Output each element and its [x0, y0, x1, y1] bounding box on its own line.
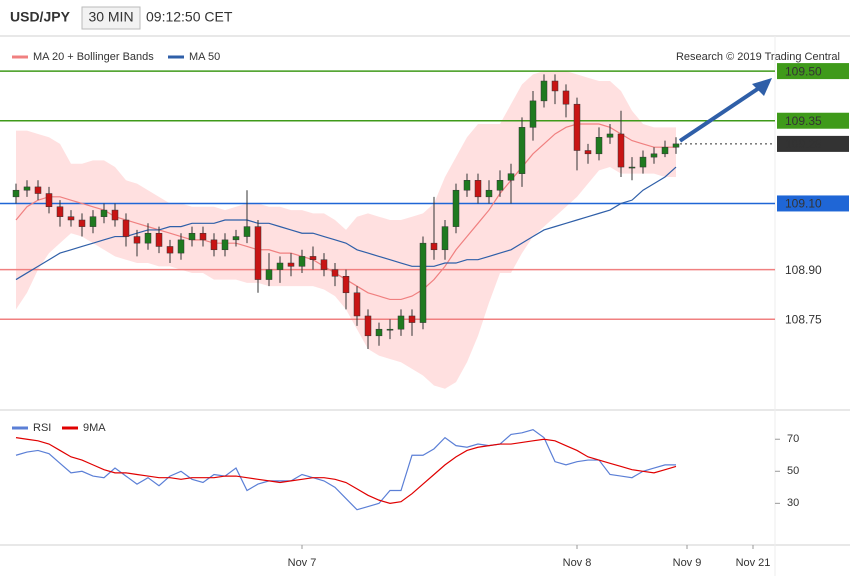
level-label: 108.75 — [785, 312, 822, 326]
candle-body — [309, 256, 317, 260]
candle-body — [166, 246, 174, 254]
level-label: 109.28 — [785, 137, 822, 151]
candle-body — [199, 232, 207, 241]
candle-body — [67, 216, 75, 221]
candle-body — [661, 146, 669, 155]
candle-body — [485, 189, 493, 198]
candle-body — [210, 239, 218, 251]
candle-body — [177, 239, 185, 254]
candle-body — [617, 133, 625, 168]
candle-body — [386, 328, 394, 331]
series-line — [15, 428, 676, 511]
candle-body — [232, 236, 240, 241]
candle-body — [133, 236, 141, 244]
candle-body — [452, 189, 460, 227]
level-box — [777, 63, 849, 80]
candle-body — [144, 232, 152, 244]
level-box — [777, 135, 849, 152]
x-tick-label: Nov 7 — [288, 557, 317, 569]
candle-body — [397, 315, 405, 330]
candle-body — [518, 127, 526, 174]
candle-body — [188, 232, 196, 241]
level-box — [777, 195, 849, 212]
candle-body — [298, 256, 306, 267]
interval: 30 MIN — [88, 9, 133, 25]
candle-body — [430, 242, 438, 251]
candle-body — [122, 219, 130, 237]
bollinger-band — [16, 71, 676, 389]
candle-body — [650, 153, 658, 158]
y-tick-label: 30 — [787, 497, 799, 509]
series-line — [15, 437, 677, 504]
candle-body — [529, 100, 537, 128]
level-label: 108.90 — [785, 263, 822, 277]
level-label: 109.35 — [785, 114, 822, 128]
candle-body — [78, 219, 86, 227]
annotation: Research © 2019 Trading Central — [676, 51, 840, 63]
candle-body — [342, 276, 350, 294]
candle-body — [320, 259, 328, 270]
candle-body — [441, 226, 449, 251]
candle-body — [353, 292, 361, 317]
candle-body — [639, 156, 647, 168]
time: 09:12:50 CET — [146, 9, 233, 25]
candle-body — [474, 180, 482, 198]
candle-body — [23, 186, 31, 191]
legend-label: RSI — [33, 422, 51, 434]
candle-body — [12, 189, 20, 198]
candle-body — [628, 166, 636, 169]
level-label: 109.50 — [785, 64, 822, 78]
legend-label: 9MA — [83, 422, 106, 434]
candle-body — [254, 226, 262, 280]
candle-body — [287, 262, 295, 267]
x-tick-label: Nov 9 — [673, 557, 702, 569]
y-tick-label: 70 — [787, 433, 799, 445]
candle-body — [89, 216, 97, 227]
candle-body — [100, 209, 108, 217]
candle-body — [243, 226, 251, 237]
candle-body — [562, 90, 570, 105]
candle-body — [276, 262, 284, 270]
candle-body — [540, 80, 548, 102]
level-label: 109.10 — [785, 197, 822, 211]
candle-body — [408, 315, 416, 323]
candle-body — [419, 242, 427, 323]
x-tick-label: Nov 21 — [736, 557, 771, 569]
target-arrow — [678, 84, 764, 143]
candle-body — [595, 137, 603, 155]
candle-body — [672, 143, 680, 148]
candle-body — [507, 173, 515, 181]
candle-body — [56, 206, 64, 217]
candle-body — [111, 209, 119, 221]
candle-body — [573, 103, 581, 151]
candle-body — [364, 315, 372, 337]
candle-body — [551, 80, 559, 92]
arrow-head — [752, 78, 772, 96]
candle-body — [331, 269, 339, 277]
candle-body — [496, 180, 504, 191]
candle-body — [45, 193, 53, 208]
candle-body — [265, 269, 273, 280]
legend-label: MA 50 — [189, 51, 220, 63]
candle-body — [221, 239, 229, 251]
candle-body — [606, 133, 614, 138]
symbol: USD/JPY — [10, 9, 71, 25]
candle-body — [375, 328, 383, 337]
candle-body — [34, 186, 42, 194]
x-tick-label: Nov 8 — [563, 557, 592, 569]
candle-body — [463, 180, 471, 191]
legend-label: MA 20 + Bollinger Bands — [33, 51, 154, 63]
y-tick-label: 50 — [787, 465, 799, 477]
candle-body — [155, 232, 163, 247]
level-box — [777, 112, 849, 129]
candle-body — [584, 150, 592, 155]
interval-box — [81, 6, 141, 30]
